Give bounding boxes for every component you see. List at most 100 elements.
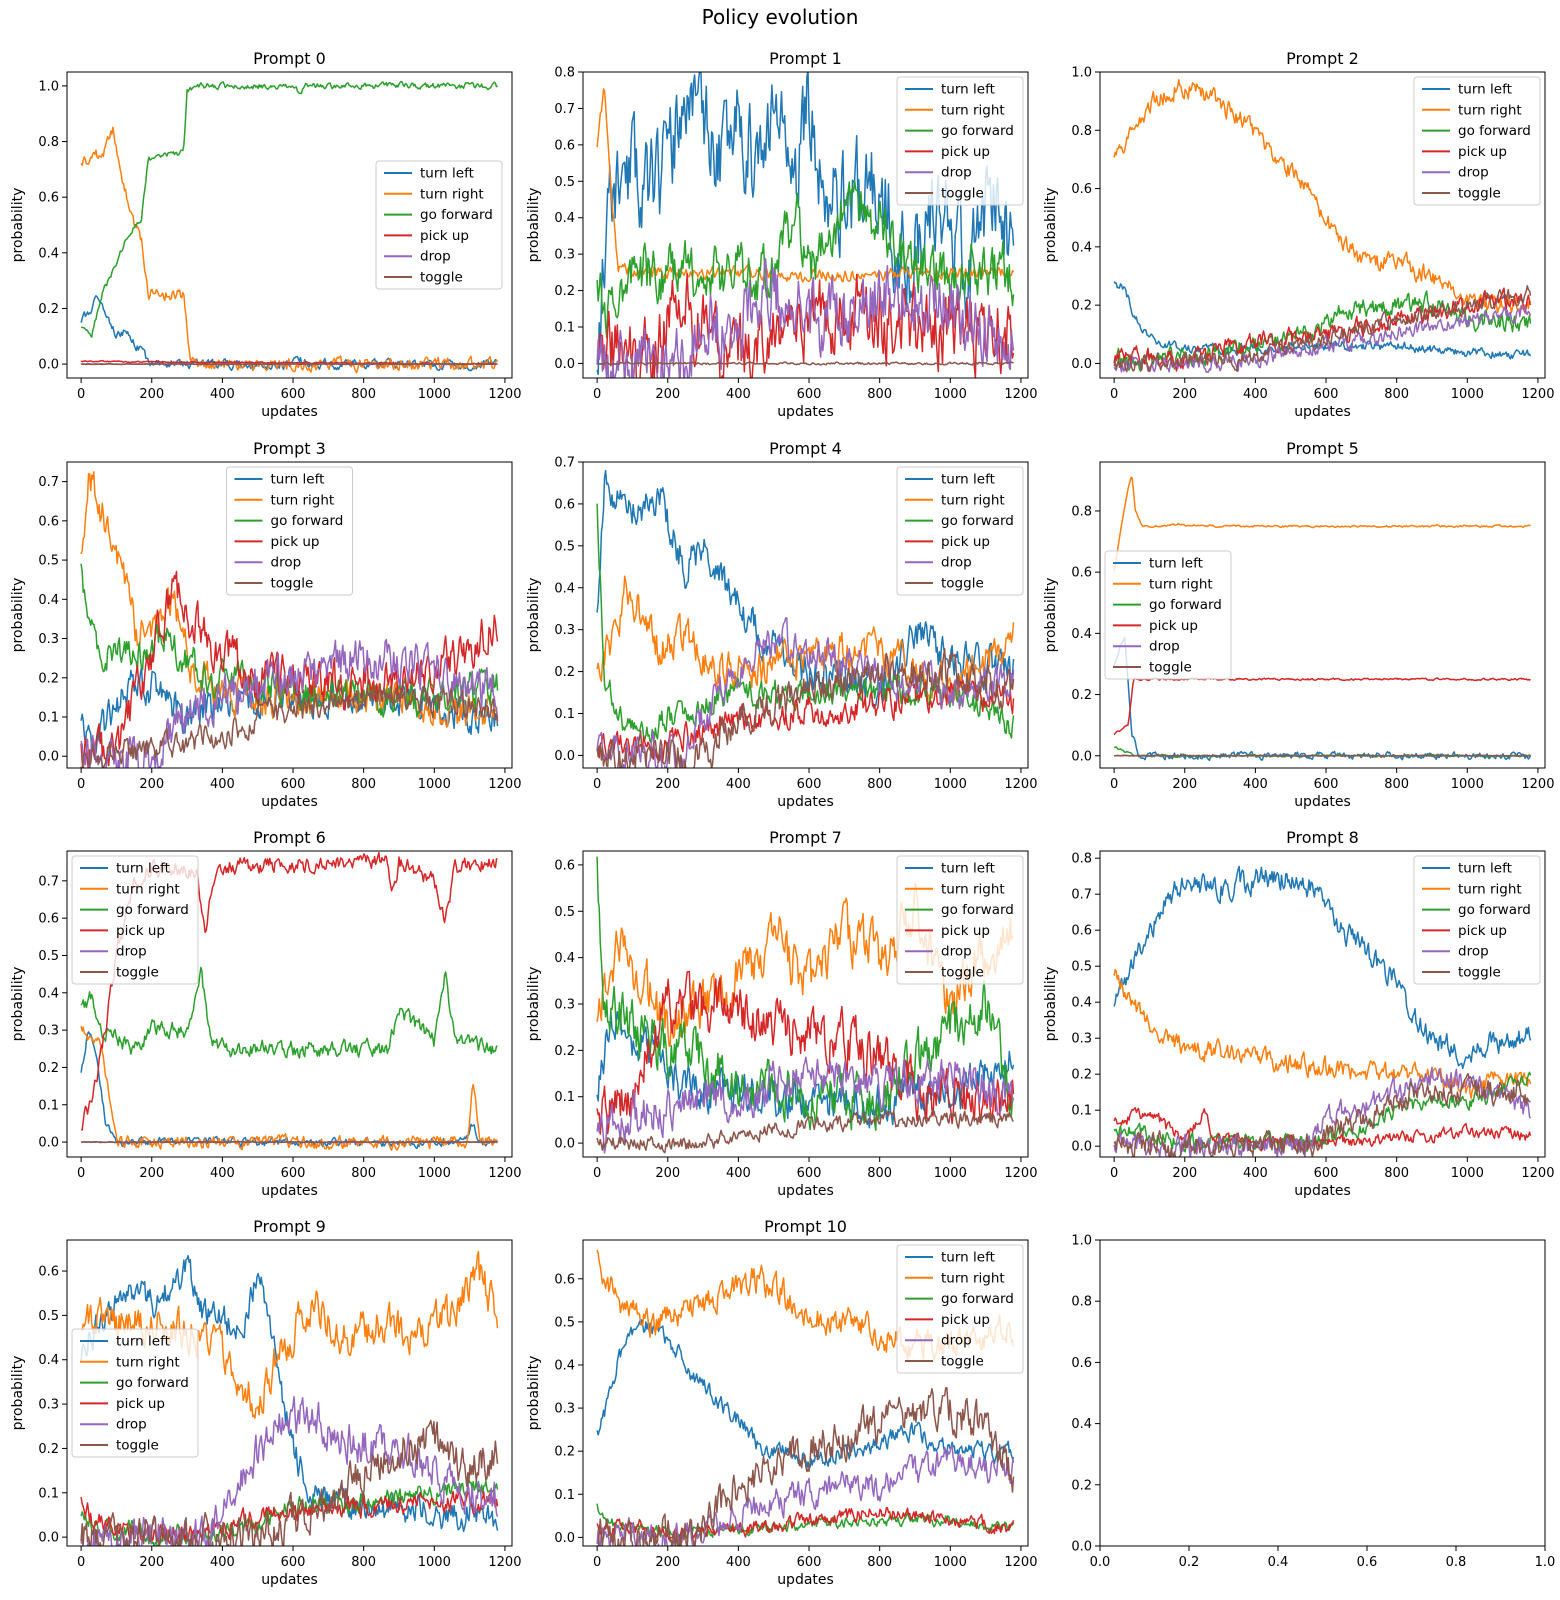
y-axis-label: probability — [526, 1356, 542, 1431]
y-tick-label: 0.8 — [1071, 124, 1092, 139]
x-tick-label: 0 — [1110, 387, 1118, 402]
panel-4: Prompt 4 0 200 400 600 800 1000 1200 0.0 0.1 0.2 0.… — [526, 439, 1037, 810]
legend-label: toggle — [941, 1354, 984, 1370]
y-tick-label: 0.6 — [554, 497, 575, 512]
legend-label: turn left — [1458, 861, 1512, 877]
y-tick-label: 0.6 — [1071, 1356, 1092, 1371]
panel-9: Prompt 9 0 200 400 600 800 1000 1200 0.0 0.1 0.2 0.… — [10, 1217, 521, 1588]
y-tick-label: 0.2 — [1071, 299, 1092, 314]
y-axis-label: probability — [10, 967, 26, 1042]
legend-label: turn left — [1149, 556, 1203, 572]
x-tick-label: 0 — [1110, 1166, 1118, 1181]
x-tick-label: 600 — [1314, 777, 1339, 792]
series-group — [1113, 79, 1532, 373]
x-tick-label: 600 — [797, 387, 822, 402]
x-tick-label: 1200 — [488, 777, 521, 792]
x-tick-label: 1200 — [488, 1166, 521, 1181]
series-line-pick-up — [1113, 287, 1532, 372]
x-tick-label: 200 — [139, 387, 164, 402]
y-tick-label: 0.8 — [1071, 1295, 1092, 1310]
x-tick-label: 600 — [1314, 387, 1339, 402]
series-line-go-forward — [80, 563, 499, 718]
legend-label: turn right — [420, 186, 484, 202]
legend-label: drop — [1458, 165, 1489, 181]
legend-label: toggle — [1458, 965, 1501, 981]
x-tick-label: 1200 — [488, 1555, 521, 1570]
x-tick-label: 200 — [655, 1555, 680, 1570]
legend-label: toggle — [116, 1438, 159, 1454]
x-tick-label: 600 — [797, 1555, 822, 1570]
x-tick-label: 400 — [1243, 777, 1268, 792]
legend-label: drop — [116, 944, 147, 960]
x-axis-label: updates — [777, 794, 834, 810]
series-line-go-forward — [81, 80, 498, 338]
series-line-drop — [596, 258, 1015, 378]
x-tick-label: 600 — [281, 387, 306, 402]
y-tick-label: 0.2 — [38, 671, 59, 686]
x-axis-label: updates — [261, 1572, 318, 1588]
y-tick-label: 0.0 — [554, 1531, 575, 1546]
panel-title: Prompt 5 — [1286, 439, 1359, 458]
series-line-turn-right — [596, 882, 1014, 1048]
axes-frame — [1099, 1239, 1546, 1547]
panel-10: Prompt 10 0 200 400 600 800 1000 1200 0.0 0.1 0.2 0… — [526, 1217, 1037, 1588]
legend-label: turn left — [941, 472, 995, 488]
figure-suptitle: Policy evolution — [702, 5, 859, 29]
legend-label: turn right — [116, 1354, 180, 1370]
y-tick-label: 0.0 — [554, 749, 575, 764]
legend-label: pick up — [1458, 923, 1507, 939]
legend-label: turn right — [1458, 881, 1522, 897]
y-tick-label: 0.4 — [1071, 996, 1092, 1011]
series-group — [596, 1249, 1015, 1546]
x-tick-label: 800 — [1384, 387, 1409, 402]
x-tick-label: 200 — [139, 1166, 164, 1181]
x-tick-label: 0.8 — [1446, 1555, 1467, 1570]
y-tick-label: 0.2 — [1071, 1478, 1092, 1493]
legend-label: go forward — [941, 123, 1014, 139]
x-tick-label: 1000 — [418, 1166, 451, 1181]
y-tick-label: 1.0 — [38, 79, 59, 94]
y-axis-label: probability — [526, 578, 542, 653]
x-tick-label: 1200 — [1004, 1555, 1037, 1570]
x-axis-label: updates — [777, 1572, 834, 1588]
legend-label: drop — [1149, 639, 1180, 655]
y-tick-label: 1.0 — [1071, 1234, 1092, 1249]
x-tick-label: 800 — [1384, 777, 1409, 792]
y-tick-label: 0.6 — [38, 191, 59, 206]
series-line-pick-up — [1113, 677, 1531, 736]
y-tick-label: 0.8 — [38, 135, 59, 150]
x-tick-label: 0 — [77, 777, 85, 792]
legend-label: pick up — [271, 534, 320, 550]
legend: turn left turn right go forward pick up drop… — [896, 76, 1024, 206]
series-line-drop — [596, 617, 1015, 768]
y-axis-label: probability — [10, 188, 26, 263]
series-line-toggle — [80, 1140, 498, 1144]
series-line-toggle — [1113, 1072, 1531, 1157]
x-tick-label: 400 — [210, 777, 235, 792]
y-tick-label: 0.8 — [1071, 504, 1092, 519]
y-tick-label: 0.2 — [1071, 688, 1092, 703]
y-tick-label: 0.1 — [1071, 1104, 1092, 1119]
y-tick-label: 0.4 — [38, 986, 59, 1001]
y-tick-label: 0.7 — [38, 475, 59, 490]
panel-title: Prompt 1 — [769, 49, 842, 68]
legend-label: go forward — [941, 1291, 1014, 1307]
legend-label: drop — [941, 555, 972, 571]
series-line-drop — [596, 1056, 1014, 1154]
y-tick-label: 0.1 — [38, 1098, 59, 1113]
legend-label: turn right — [941, 102, 1005, 118]
y-axis-label: probability — [526, 188, 542, 263]
x-tick-label: 800 — [351, 387, 376, 402]
y-tick-label: 0.6 — [1071, 182, 1092, 197]
legend-label: turn right — [116, 881, 180, 897]
y-tick-label: 0.6 — [38, 1265, 59, 1280]
legend-label: turn left — [1458, 82, 1512, 98]
x-tick-label: 400 — [1243, 1166, 1268, 1181]
legend-label: turn left — [116, 1334, 170, 1350]
x-tick-label: 400 — [726, 1166, 751, 1181]
y-tick-label: 0.5 — [38, 1309, 59, 1324]
x-tick-label: 1000 — [1451, 1166, 1484, 1181]
y-tick-label: 0.4 — [38, 593, 59, 608]
y-tick-label: 0.0 — [554, 1137, 575, 1152]
